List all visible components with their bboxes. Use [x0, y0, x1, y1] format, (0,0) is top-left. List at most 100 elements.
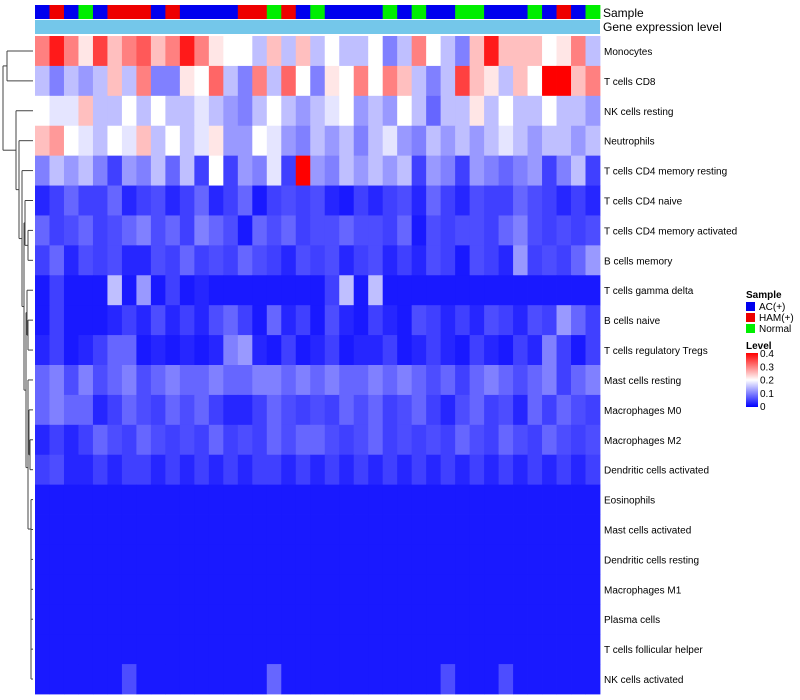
heatmap-cell	[150, 574, 166, 605]
heatmap-cell	[426, 574, 442, 605]
heatmap-cell	[63, 335, 79, 366]
heatmap-cell	[310, 454, 326, 486]
heatmap-cell	[484, 544, 499, 575]
heatmap-cell	[498, 574, 514, 605]
sample-annotation-cell	[498, 5, 514, 19]
heatmap-cell	[585, 454, 601, 486]
heatmap-cell	[339, 305, 355, 336]
heatmap-cell	[469, 95, 485, 127]
heatmap-cell	[310, 185, 326, 216]
sample-legend-label: Normal	[759, 324, 791, 335]
heatmap-cell	[440, 305, 456, 336]
heatmap-cell	[426, 634, 442, 665]
heatmap-cell	[353, 335, 369, 366]
heatmap-cell	[498, 275, 514, 306]
heatmap-cell	[35, 36, 50, 67]
sample-annotation-cell	[179, 5, 195, 19]
heatmap-cell	[237, 604, 253, 635]
heatmap-cell	[252, 215, 268, 246]
heatmap-cell	[208, 275, 224, 306]
heatmap-cell	[353, 424, 369, 456]
sample-annotation-cell	[368, 5, 384, 19]
heatmap-cell	[542, 155, 557, 186]
heatmap-cell	[339, 454, 355, 486]
heatmap-cell	[49, 155, 65, 186]
heatmap-cell	[208, 365, 224, 396]
heatmap-cell	[527, 424, 543, 456]
heatmap-cell	[295, 634, 311, 665]
heatmap-cell	[63, 275, 79, 306]
heatmap-cell	[426, 305, 442, 336]
heatmap-cell	[63, 424, 79, 456]
heatmap-cell	[339, 36, 355, 67]
heatmap-cell	[498, 125, 514, 157]
heatmap-cell	[513, 185, 528, 216]
heatmap-cell	[281, 275, 297, 306]
heatmap-cell	[281, 125, 297, 157]
heatmap-cell	[339, 484, 355, 515]
heatmap-cell	[281, 365, 297, 396]
heatmap-cell	[585, 215, 601, 246]
heatmap-cell	[571, 394, 586, 426]
heatmap-cell	[440, 514, 456, 545]
heatmap-cell	[353, 454, 369, 486]
heatmap-cell	[498, 245, 514, 276]
heatmap-cell	[484, 275, 499, 306]
heatmap-cell	[498, 305, 514, 336]
heatmap-cell	[556, 664, 572, 695]
heatmap-cell	[469, 36, 485, 67]
expression-annotation-bar	[35, 20, 600, 34]
heatmap-cell	[411, 305, 427, 336]
heatmap-cell	[266, 155, 282, 186]
heatmap-cell	[223, 604, 239, 635]
heatmap-cell	[469, 514, 485, 545]
heatmap-cell	[35, 664, 50, 695]
heatmap-cell	[324, 305, 340, 336]
heatmap-cell	[469, 275, 485, 306]
heatmap-cell	[513, 125, 528, 157]
heatmap-cell	[324, 484, 340, 515]
heatmap-cell	[324, 275, 340, 306]
heatmap-cell	[92, 155, 108, 186]
heatmap-cell	[397, 484, 413, 515]
heatmap-cell	[382, 365, 398, 396]
heatmap-cell	[469, 155, 485, 186]
heatmap-cell	[513, 514, 528, 545]
sample-annotation-cell	[440, 5, 456, 19]
heatmap-cell	[353, 514, 369, 545]
heatmap-cell	[382, 305, 398, 336]
heatmap-cell	[382, 185, 398, 216]
heatmap-cell	[426, 36, 442, 67]
sample-annotation-cell	[136, 5, 152, 19]
heatmap-cell	[179, 335, 195, 366]
heatmap-cell	[121, 574, 137, 605]
heatmap-cell	[35, 514, 50, 545]
heatmap-cell	[63, 544, 79, 575]
heatmap-cell	[49, 125, 65, 157]
heatmap-cell	[397, 604, 413, 635]
heatmap-cell	[411, 155, 427, 186]
sample-annotation-cell	[556, 5, 572, 19]
heatmap-cell	[353, 245, 369, 276]
heatmap-cell	[585, 664, 601, 695]
heatmap-cell	[49, 365, 65, 396]
heatmap-cell	[310, 245, 326, 276]
heatmap-cell	[411, 544, 427, 575]
heatmap-cell	[63, 604, 79, 635]
heatmap-cell	[223, 155, 239, 186]
heatmap-cell	[426, 215, 442, 246]
heatmap-cell	[585, 125, 601, 157]
heatmap-cell	[513, 365, 528, 396]
heatmap-cell	[78, 125, 94, 157]
heatmap-cell	[527, 155, 543, 186]
heatmap-cell	[35, 574, 50, 605]
heatmap-cell	[469, 394, 485, 426]
heatmap-cell	[150, 335, 166, 366]
heatmap-cell	[368, 36, 384, 67]
heatmap-cell	[223, 36, 239, 67]
heatmap-cell	[92, 65, 108, 97]
heatmap-cell	[223, 424, 239, 456]
heatmap-cell	[440, 65, 456, 97]
heatmap-cell	[542, 36, 557, 67]
heatmap-cell	[324, 185, 340, 216]
